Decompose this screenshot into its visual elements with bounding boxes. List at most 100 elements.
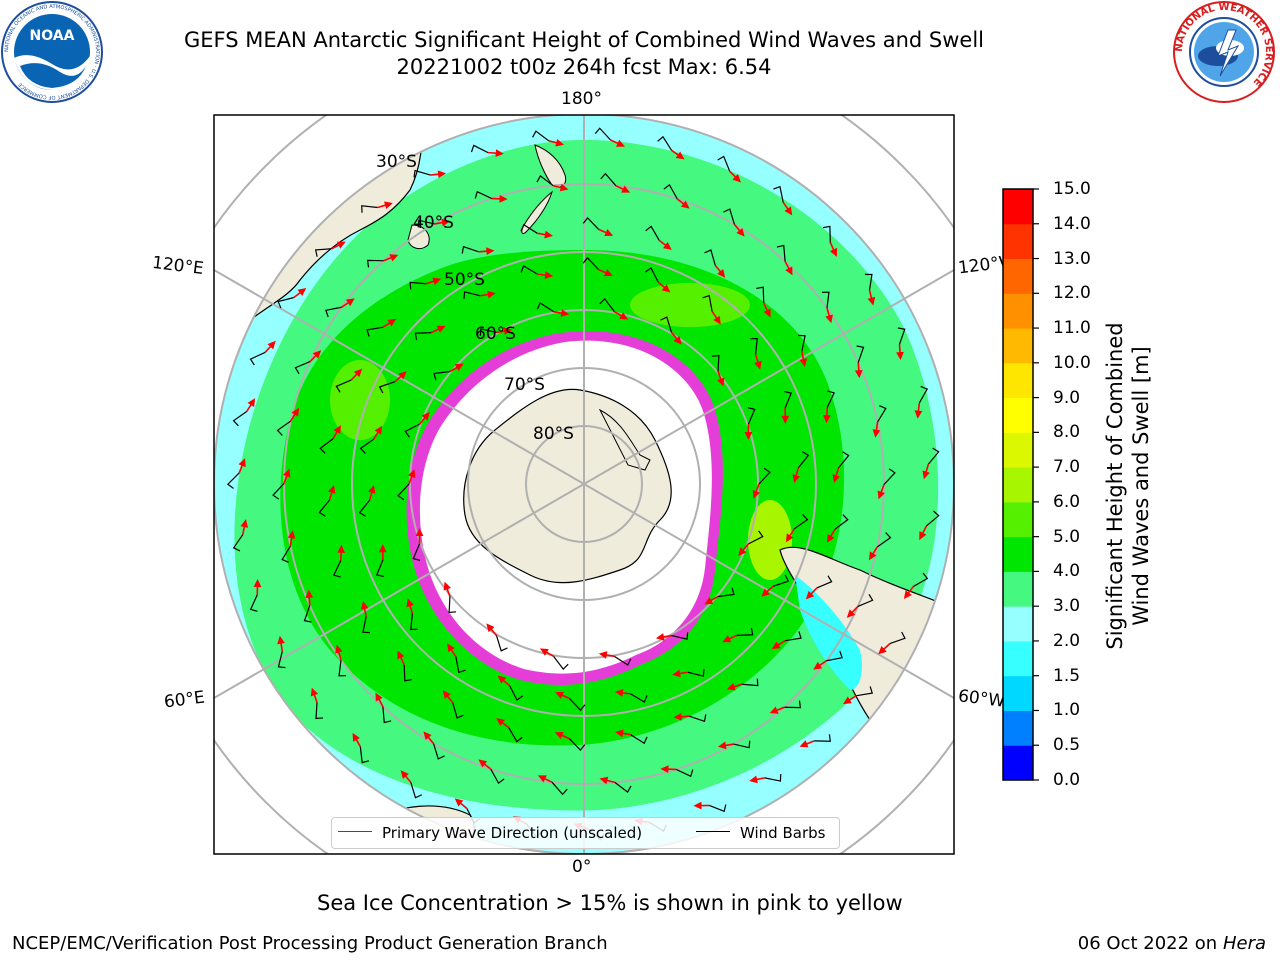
colorbar-tick-label: 3.0 <box>1053 596 1081 617</box>
wind-barb <box>318 499 330 517</box>
wave-direction-arrow <box>598 228 614 237</box>
colorbar-tick-label: 12.0 <box>1053 283 1091 304</box>
wave-direction-arrow <box>754 354 762 370</box>
wave-direction-arrow <box>277 635 285 652</box>
wave-direction-arrow <box>799 351 808 367</box>
wind-barb <box>249 351 266 366</box>
wind-barb <box>359 438 375 454</box>
lat-label-50s: 50°S <box>444 270 485 290</box>
wave-direction-arrow <box>823 407 831 424</box>
wind-barb <box>452 702 464 719</box>
colorbar-tick-label: 15.0 <box>1053 179 1091 199</box>
wave-direction-arrow <box>478 247 495 256</box>
wave-direction-arrow <box>673 712 690 721</box>
wave-direction-arrow <box>761 585 774 597</box>
wave-direction-arrow <box>305 589 314 606</box>
wind-barb <box>821 291 830 309</box>
wave-direction-arrow <box>749 775 765 784</box>
wave-direction-arrow <box>337 544 345 561</box>
wave-direction-arrow <box>655 633 672 641</box>
wind-barb <box>433 370 451 381</box>
wave-direction-arrow <box>418 412 430 425</box>
wind-barb <box>404 423 420 438</box>
wind-barb <box>671 632 689 640</box>
wave-direction-arrow <box>729 170 741 183</box>
wind-barb <box>918 385 929 404</box>
wave-direction-arrow <box>310 687 319 703</box>
wave-direction-arrow <box>548 138 565 147</box>
wind-barb <box>277 297 294 309</box>
wave-direction-arrow <box>722 634 738 643</box>
wind-barb <box>461 245 479 254</box>
wind-barb <box>413 169 431 178</box>
wave-direction-arrow <box>373 425 383 440</box>
wind-barb <box>798 334 806 352</box>
wind-barb <box>479 328 497 336</box>
wind-barb <box>657 135 673 151</box>
wind-barb <box>614 781 632 793</box>
wind-barb <box>687 669 705 677</box>
wave-direction-arrow <box>406 598 414 614</box>
wind-barb <box>793 514 809 530</box>
wave-direction-arrow <box>335 644 343 661</box>
wave-direction-arrow <box>914 402 923 419</box>
wind-barb <box>838 451 850 469</box>
sea-ice-note: Sea Ice Concentration > 15% is shown in … <box>317 891 903 915</box>
wave-direction-arrow <box>717 741 734 750</box>
lat-label-70s: 70°S <box>504 375 545 395</box>
colorbar-tick-label: 4.0 <box>1053 561 1081 582</box>
lat-label-60s: 60°S <box>475 324 516 344</box>
wind-barb <box>645 225 660 241</box>
wave-direction-arrow <box>332 425 342 440</box>
chart-subtitle: 20221002 t00z 264h fcst Max: 6.54 <box>396 55 772 79</box>
wave-direction-arrow <box>552 183 569 192</box>
wave-direction-arrow <box>785 528 795 543</box>
wind-barb <box>338 659 347 677</box>
wind-barb <box>785 631 802 642</box>
wind-barb <box>599 297 615 313</box>
wind-barb <box>630 734 648 745</box>
wind-barb <box>814 734 831 742</box>
wave-direction-arrow <box>430 170 447 179</box>
wave-direction-arrow <box>614 689 631 697</box>
wind-barb <box>614 655 632 666</box>
wind-barb <box>410 613 418 631</box>
wave-patch-5-6m <box>630 283 750 327</box>
wind-barb <box>709 804 727 813</box>
wind-barb <box>455 656 466 674</box>
colorbar-tick-label: 11.0 <box>1053 318 1091 339</box>
wind-barb <box>750 337 758 355</box>
colorbar-tick-label: 0.0 <box>1053 770 1081 790</box>
colorbar-segment <box>1003 467 1033 503</box>
wave-direction-arrow <box>400 770 412 783</box>
wave-direction-arrow <box>867 290 876 306</box>
wave-direction-arrow <box>752 483 760 499</box>
wind-barb <box>508 727 523 743</box>
wind-barb <box>797 451 810 469</box>
wave-direction-arrow <box>896 344 904 361</box>
wind-barb <box>536 302 554 313</box>
wave-direction-arrow <box>658 239 672 250</box>
wave-direction-arrow <box>496 718 510 729</box>
wind-barb <box>520 223 538 234</box>
wave-direction-arrow <box>415 528 424 544</box>
wave-patch-6-7m <box>748 500 792 580</box>
colorbar-tick-label: 5.0 <box>1053 526 1081 547</box>
wave-direction-arrow <box>397 650 405 666</box>
wave-direction-arrow <box>378 544 387 560</box>
wave-direction-arrow <box>922 463 930 480</box>
wind-barb <box>281 545 291 563</box>
wind-barb <box>232 411 248 427</box>
wind-barb <box>784 390 793 409</box>
wind-barb <box>856 345 865 363</box>
lon-label-0: 0° <box>572 857 592 877</box>
wave-direction-arrow <box>613 310 629 320</box>
wind-barb <box>897 327 906 345</box>
map-legend: Primary Wave Direction (unscaled) Wind B… <box>331 817 840 849</box>
wind-barb <box>361 205 378 213</box>
colorbar-segment <box>1003 501 1033 538</box>
wave-direction-arrow <box>553 309 570 317</box>
colorbar-label-line1: Significant Height of Combined <box>1103 322 1127 650</box>
wave-direction-arrow <box>537 230 553 239</box>
wind-barb <box>463 291 481 299</box>
